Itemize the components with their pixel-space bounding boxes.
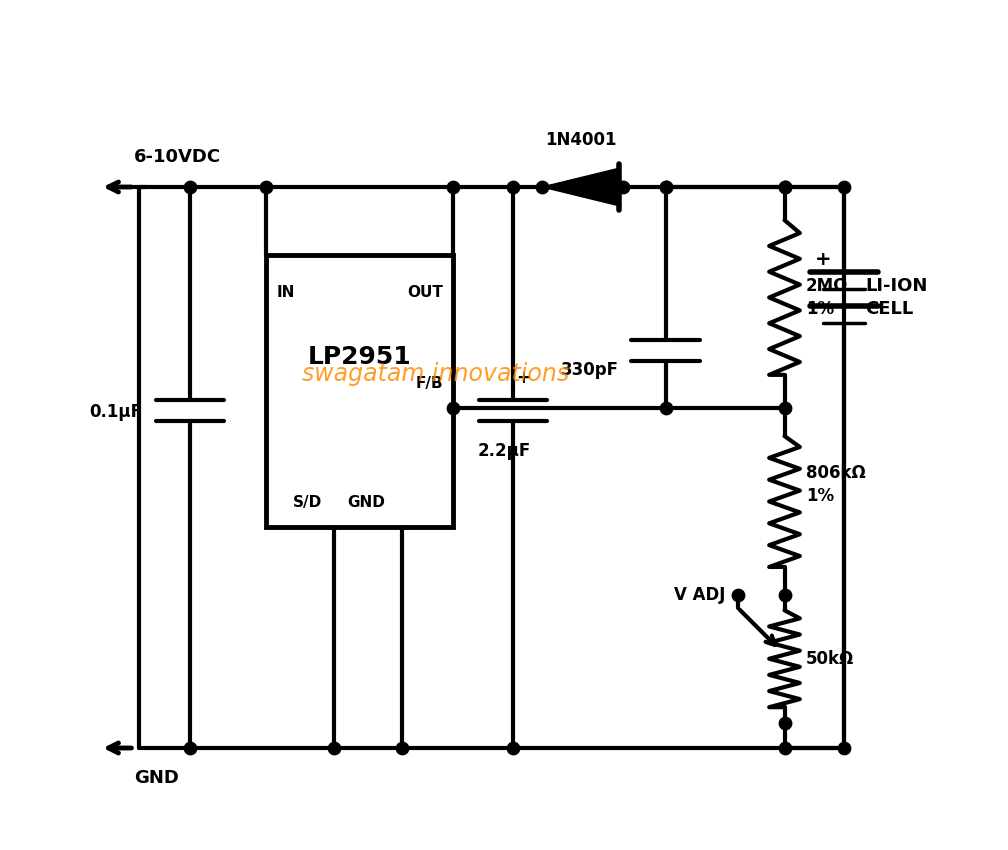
Text: +: + <box>517 369 530 387</box>
Point <box>504 741 520 755</box>
Point <box>534 180 550 194</box>
Text: 1N4001: 1N4001 <box>544 131 616 149</box>
Text: F/B: F/B <box>415 376 443 391</box>
Point <box>181 180 198 194</box>
Text: LP2951: LP2951 <box>307 345 411 369</box>
Point <box>504 180 520 194</box>
Text: 2MΩ
1%: 2MΩ 1% <box>805 277 848 318</box>
Text: GND: GND <box>347 495 385 510</box>
Bar <box>266 255 453 527</box>
Point <box>615 180 631 194</box>
Point <box>657 180 673 194</box>
Point <box>776 716 792 729</box>
Text: LI-ION
CELL: LI-ION CELL <box>865 277 927 318</box>
Point <box>181 741 198 755</box>
Text: 806kΩ
1%: 806kΩ 1% <box>805 464 866 505</box>
Polygon shape <box>542 168 619 206</box>
Text: IN: IN <box>276 285 294 300</box>
Text: swagatam innovations: swagatam innovations <box>302 362 570 386</box>
Text: 0.1μF: 0.1μF <box>90 403 143 422</box>
Point <box>394 741 410 755</box>
Text: GND: GND <box>134 769 179 787</box>
Text: V ADJ: V ADJ <box>674 586 726 604</box>
Text: +: + <box>814 250 832 269</box>
Text: 2.2μF: 2.2μF <box>478 442 530 460</box>
Point <box>776 180 792 194</box>
Point <box>776 401 792 415</box>
Point <box>657 401 673 415</box>
Text: 50kΩ: 50kΩ <box>805 649 854 668</box>
Point <box>445 401 461 415</box>
Text: OUT: OUT <box>407 285 443 300</box>
Point <box>776 741 792 755</box>
Point <box>445 180 461 194</box>
Text: S/D: S/D <box>293 495 323 510</box>
Point <box>730 588 746 602</box>
Point <box>657 180 673 194</box>
Point <box>258 180 274 194</box>
Text: 6-10VDC: 6-10VDC <box>134 148 222 166</box>
Text: 330pF: 330pF <box>560 360 619 379</box>
Point <box>326 741 342 755</box>
Point <box>776 588 792 602</box>
Point <box>836 180 852 194</box>
Point <box>776 180 792 194</box>
Point <box>836 741 852 755</box>
